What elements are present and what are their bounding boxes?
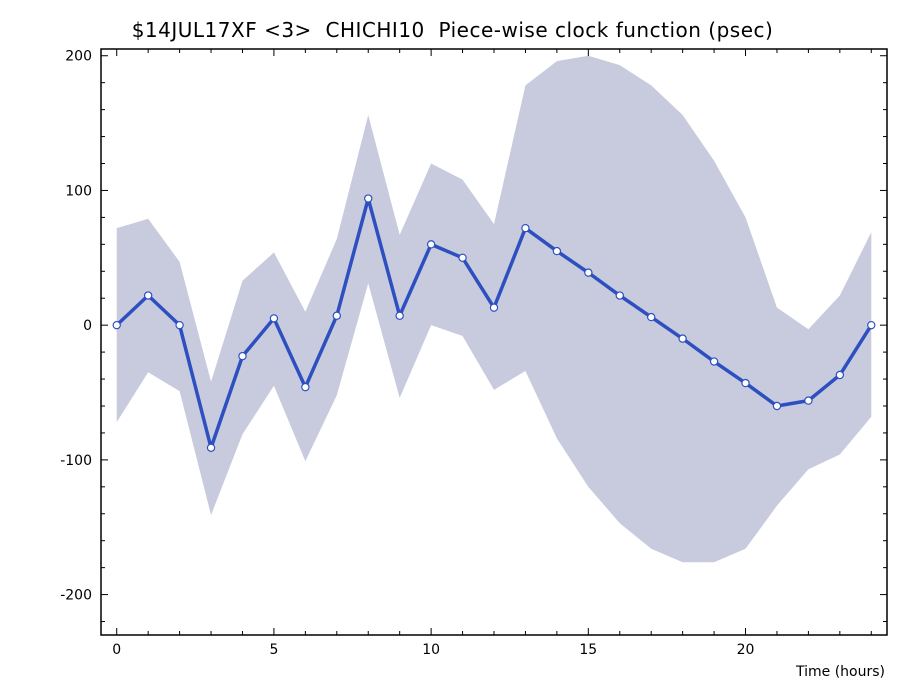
data-point [458, 253, 467, 263]
data-point [709, 357, 719, 366]
y-tick-label: -200 [60, 588, 92, 604]
data-point [804, 396, 813, 405]
data-point [426, 240, 436, 249]
x-axis-label: Time (hours) [796, 664, 885, 680]
data-point [269, 314, 279, 323]
data-point [615, 291, 624, 300]
data-point [678, 334, 687, 343]
data-point [238, 351, 247, 361]
y-tick-label: 200 [65, 49, 92, 65]
data-point [332, 311, 341, 320]
data-point [552, 246, 562, 256]
data-point [867, 320, 876, 330]
x-tick-label: 10 [422, 642, 440, 658]
data-point [521, 223, 530, 233]
data-point [112, 320, 121, 330]
data-point [206, 443, 216, 452]
data-point [364, 194, 373, 203]
x-tick-label: 0 [112, 642, 121, 658]
data-point [772, 401, 782, 411]
data-point [741, 378, 750, 388]
data-point [175, 320, 184, 330]
data-point [489, 303, 499, 312]
data-point [395, 311, 404, 320]
x-tick-label: 15 [579, 642, 597, 658]
x-tick-label: 5 [269, 642, 278, 658]
y-tick-label: 0 [83, 318, 92, 334]
y-tick-label: -100 [60, 453, 92, 469]
data-point [584, 268, 593, 277]
data-point [143, 291, 153, 300]
x-tick-label: 20 [737, 642, 755, 658]
y-tick-label: 100 [65, 183, 92, 199]
chart-title: $14JUL17XF <3> CHICHI10 Piece-wise clock… [131, 18, 774, 42]
data-point [647, 312, 656, 322]
data-point [835, 370, 845, 380]
data-point [301, 382, 310, 392]
